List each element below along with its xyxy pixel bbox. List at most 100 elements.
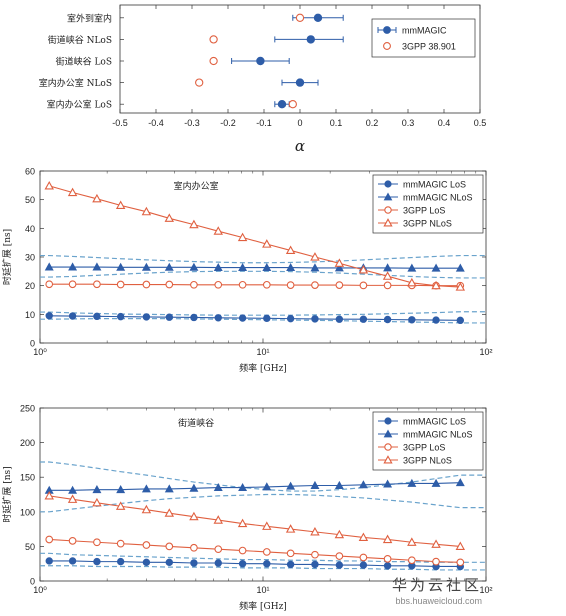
street-y-tick-label: 100: [20, 507, 35, 517]
indoor-point-3gpp-nlos: [262, 239, 272, 248]
indoor-point-mmmagic-nlos: [238, 262, 248, 272]
indoor-y-tick-label: 20: [25, 281, 35, 291]
street-x-tick-label: 10²: [479, 585, 492, 595]
street-point-mmmagic-nlos: [455, 478, 465, 487]
street-point-mmmagic-los: [383, 562, 392, 570]
street-dashed-bound: [40, 552, 486, 563]
street-point-3gpp-los: [383, 555, 392, 563]
indoor-point-3gpp-los: [190, 280, 198, 289]
indoor-point-mmmagic-los: [383, 315, 392, 324]
indoor-series-line: [49, 266, 461, 269]
alpha-point-mmmagic: [277, 99, 287, 109]
street-point-mmmagic-los: [45, 557, 53, 565]
alpha-x-tick-label: 0.4: [438, 118, 451, 128]
indoor-point-3gpp-los: [311, 281, 319, 289]
indoor-dashed-bound: [40, 254, 486, 264]
indoor-point-mmmagic-los: [45, 312, 53, 320]
indoor-point-mmmagic-los: [116, 312, 125, 321]
indoor-point-mmmagic-los: [165, 313, 173, 321]
indoor-annotation: 室内办公室: [174, 180, 219, 192]
street-point-3gpp-los: [238, 546, 247, 555]
indoor-legend-marker: [383, 192, 393, 201]
street-dashed-bound: [40, 461, 486, 492]
alpha-point-3gpp: [195, 78, 204, 87]
alpha-category-label: 室外到室内: [67, 12, 112, 24]
indoor-point-mmmagic-los: [68, 312, 77, 320]
indoor-point-3gpp-nlos: [115, 200, 126, 209]
street-point-mmmagic-nlos: [92, 485, 102, 494]
indoor-point-3gpp-nlos: [407, 277, 417, 287]
street-point-3gpp-nlos: [115, 501, 126, 510]
alpha-point-mmmagic: [306, 35, 315, 44]
indoor-point-3gpp-nlos: [382, 271, 393, 280]
street-point-3gpp-nlos: [213, 515, 223, 524]
indoor-y-tick-label: 40: [25, 224, 35, 234]
indoor-series-line: [49, 315, 461, 321]
street-point-3gpp-los: [45, 535, 54, 544]
indoor-point-3gpp-los: [68, 280, 77, 289]
indoor-point-mmmagic-nlos: [213, 262, 223, 272]
street-legend-marker: [384, 443, 392, 451]
street-point-3gpp-nlos: [67, 494, 78, 503]
indoor-point-3gpp-nlos: [237, 232, 248, 242]
indoor-x-tick-label: 10²: [479, 347, 492, 357]
indoor-series-line: [49, 283, 461, 287]
street-point-3gpp-los: [93, 538, 101, 547]
alpha-legend-box: [371, 18, 476, 58]
alpha-x-tick-label: -0.5: [112, 118, 128, 128]
indoor-point-mmmagic-nlos: [334, 263, 344, 272]
indoor-point-3gpp-los: [359, 281, 368, 290]
indoor-point-mmmagic-nlos: [116, 262, 126, 271]
street-annotation: 街道峡谷: [178, 417, 214, 429]
street-point-3gpp-nlos: [334, 529, 345, 539]
alpha-x-tick-label: 0.1: [330, 118, 343, 128]
alpha-x-tick-label: 0: [297, 118, 302, 128]
indoor-point-mmmagic-los: [335, 315, 344, 323]
street-point-mmmagic-nlos: [334, 480, 344, 489]
indoor-point-3gpp-nlos: [310, 252, 320, 261]
indoor-x-tick-label: 10⁰: [33, 347, 47, 357]
indoor-point-3gpp-los: [335, 281, 344, 289]
street-point-3gpp-los: [456, 558, 465, 567]
street-point-3gpp-los: [262, 548, 271, 556]
indoor-point-mmmagic-nlos: [262, 262, 272, 272]
street-point-3gpp-nlos: [431, 539, 441, 548]
indoor-legend-marker: [384, 180, 392, 188]
indoor-point-3gpp-nlos: [455, 282, 466, 291]
street-point-mmmagic-los: [165, 558, 173, 567]
street-point-mmmagic-nlos: [141, 484, 151, 493]
street-point-mmmagic-los: [286, 560, 295, 569]
indoor-point-3gpp-los: [45, 280, 54, 289]
alpha-category-label: 室内办公室 NLoS: [39, 77, 112, 89]
street-point-mmmagic-nlos: [164, 484, 174, 493]
street-point-mmmagic-los: [263, 560, 271, 568]
alpha-x-tick-label: -0.1: [256, 118, 272, 128]
street-point-3gpp-los: [407, 556, 416, 565]
street-point-mmmagic-nlos: [407, 478, 417, 487]
street-point-3gpp-nlos: [310, 526, 320, 536]
street-point-3gpp-los: [116, 539, 125, 548]
indoor-legend-marker: [384, 206, 392, 214]
indoor-legend-marker: [383, 218, 393, 227]
indoor-point-3gpp-los: [142, 280, 151, 289]
indoor-y-tick-label: 50: [25, 195, 35, 205]
indoor-point-3gpp-los: [262, 280, 271, 289]
street-legend-label: mmMAGIC LoS: [403, 416, 466, 426]
alpha-point-3gpp: [295, 13, 305, 22]
indoor-point-3gpp-nlos: [189, 219, 199, 229]
street-point-mmmagic-nlos: [116, 485, 126, 494]
street-point-3gpp-nlos: [44, 490, 54, 500]
street-point-mmmagic-los: [214, 559, 222, 567]
indoor-point-mmmagic-los: [432, 316, 440, 324]
indoor-point-3gpp-nlos: [164, 213, 175, 222]
indoor-point-mmmagic-los: [190, 313, 198, 322]
indoor-legend-label: mmMAGIC LoS: [403, 179, 466, 189]
street-point-mmmagic-nlos: [238, 482, 248, 492]
indoor-y-tick-label: 30: [25, 253, 35, 263]
street-x-axis-label: 频率 [GHz]: [239, 600, 287, 612]
indoor-point-3gpp-nlos: [213, 226, 223, 235]
street-point-mmmagic-los: [311, 560, 319, 569]
indoor-point-mmmagic-nlos: [286, 262, 296, 272]
alpha-x-tick-label: 0.2: [366, 118, 379, 128]
alpha-point-3gpp: [288, 100, 297, 109]
